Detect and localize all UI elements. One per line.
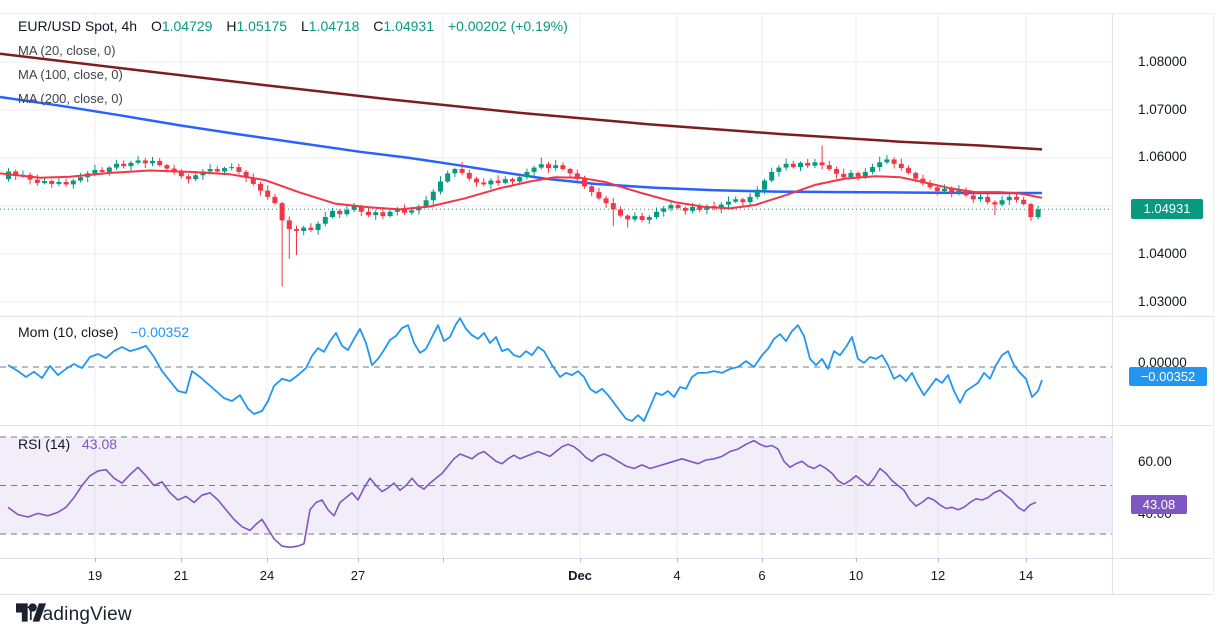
momentum-zero-label: 0.00000: [1138, 355, 1187, 370]
ohlc-open-letter: O: [150, 18, 162, 34]
rsi-value-badge: 43.08: [1131, 495, 1187, 514]
momentum-legend[interactable]: Mom (10, close) −0.00352: [18, 324, 189, 340]
time-axis-label: 6: [758, 568, 766, 583]
momentum-pane[interactable]: [0, 316, 1112, 425]
ohlc-close-letter: C: [373, 18, 384, 34]
change-value: +0.00202 (+0.19%): [447, 18, 568, 34]
price-axis-separator: [1112, 13, 1113, 595]
time-tick: [358, 558, 359, 562]
time-tick: [856, 558, 857, 562]
tradingview-logo[interactable]: TradingView: [16, 603, 132, 626]
rsi-legend[interactable]: RSI (14) 43.08: [18, 436, 117, 452]
rsi-value: 43.08: [82, 436, 118, 452]
price-axis-label: 1.06000: [1138, 149, 1187, 164]
price-mom-divider[interactable]: [0, 316, 1213, 317]
pane-top-border: [0, 13, 1213, 14]
time-axis-label: Dec: [568, 568, 592, 583]
legend[interactable]: EUR/USD Spot, 4h O1.04729 H1.05175 L1.04…: [18, 18, 568, 106]
time-tick: [181, 558, 182, 562]
price-axis-label: 1.07000: [1138, 102, 1187, 117]
time-axis-label: 24: [259, 568, 275, 583]
tradingview-logo-icon: [16, 603, 46, 622]
ohlc-low-value: 1.04718: [308, 18, 360, 34]
time-tick: [938, 558, 939, 562]
price-axis-label: 1.04000: [1138, 246, 1187, 261]
time-tick: [580, 558, 581, 562]
time-axis-label: 4: [673, 568, 681, 583]
ma20-legend[interactable]: MA (20, close, 0): [18, 43, 116, 58]
time-tick: [762, 558, 763, 562]
mom-rsi-divider[interactable]: [0, 425, 1213, 426]
last-price-badge: 1.04931: [1131, 199, 1203, 219]
time-tick: [443, 558, 444, 562]
symbol-title: EUR/USD Spot, 4h: [18, 18, 138, 34]
time-tick: [677, 558, 678, 562]
price-axis[interactable]: 1.08000 1.07000 1.06000 1.04000 1.03000 1.04…: [1112, 13, 1225, 594]
tradingview-logo-text: TradingView: [25, 604, 132, 625]
time-axis-label: 21: [173, 568, 189, 583]
time-axis-label: 27: [350, 568, 366, 583]
price-axis-label: 1.03000: [1138, 294, 1187, 309]
time-tick: [267, 558, 268, 562]
rsi-60-label: 60.00: [1138, 454, 1172, 469]
price-axis-label: 1.08000: [1138, 54, 1187, 69]
time-axis[interactable]: 19 21 24 27 Dec 4 6 10 12 14: [0, 558, 1213, 594]
right-border: [1213, 13, 1214, 595]
ma100-legend[interactable]: MA (100, close, 0): [18, 67, 123, 82]
time-axis-label: 19: [87, 568, 103, 583]
time-axis-label: 12: [930, 568, 946, 583]
ohlc-open-value: 1.04729: [161, 18, 213, 34]
ohlc-close-value: 1.04931: [383, 18, 434, 34]
ohlc-low-letter: L: [300, 18, 309, 34]
time-axis-label: 10: [848, 568, 864, 583]
momentum-value-badge: −0.00352: [1129, 367, 1207, 386]
ma200-legend[interactable]: MA (200, close, 0): [18, 91, 123, 106]
time-axis-label: 14: [1018, 568, 1034, 583]
rsi-time-divider: [0, 558, 1213, 559]
momentum-title: Mom (10, close): [18, 324, 119, 340]
ohlc-high-value: 1.05175: [236, 18, 288, 34]
momentum-value: −0.00352: [130, 324, 190, 340]
ohlc-high-letter: H: [226, 18, 237, 34]
rsi-title: RSI (14): [18, 436, 71, 452]
price-pane[interactable]: [0, 13, 1112, 316]
rsi-pane[interactable]: [0, 425, 1112, 558]
symbol-legend[interactable]: EUR/USD Spot, 4h O1.04729 H1.05175 L1.04…: [18, 18, 568, 34]
bottom-border: [0, 594, 1213, 595]
time-tick: [95, 558, 96, 562]
time-tick: [1026, 558, 1027, 562]
